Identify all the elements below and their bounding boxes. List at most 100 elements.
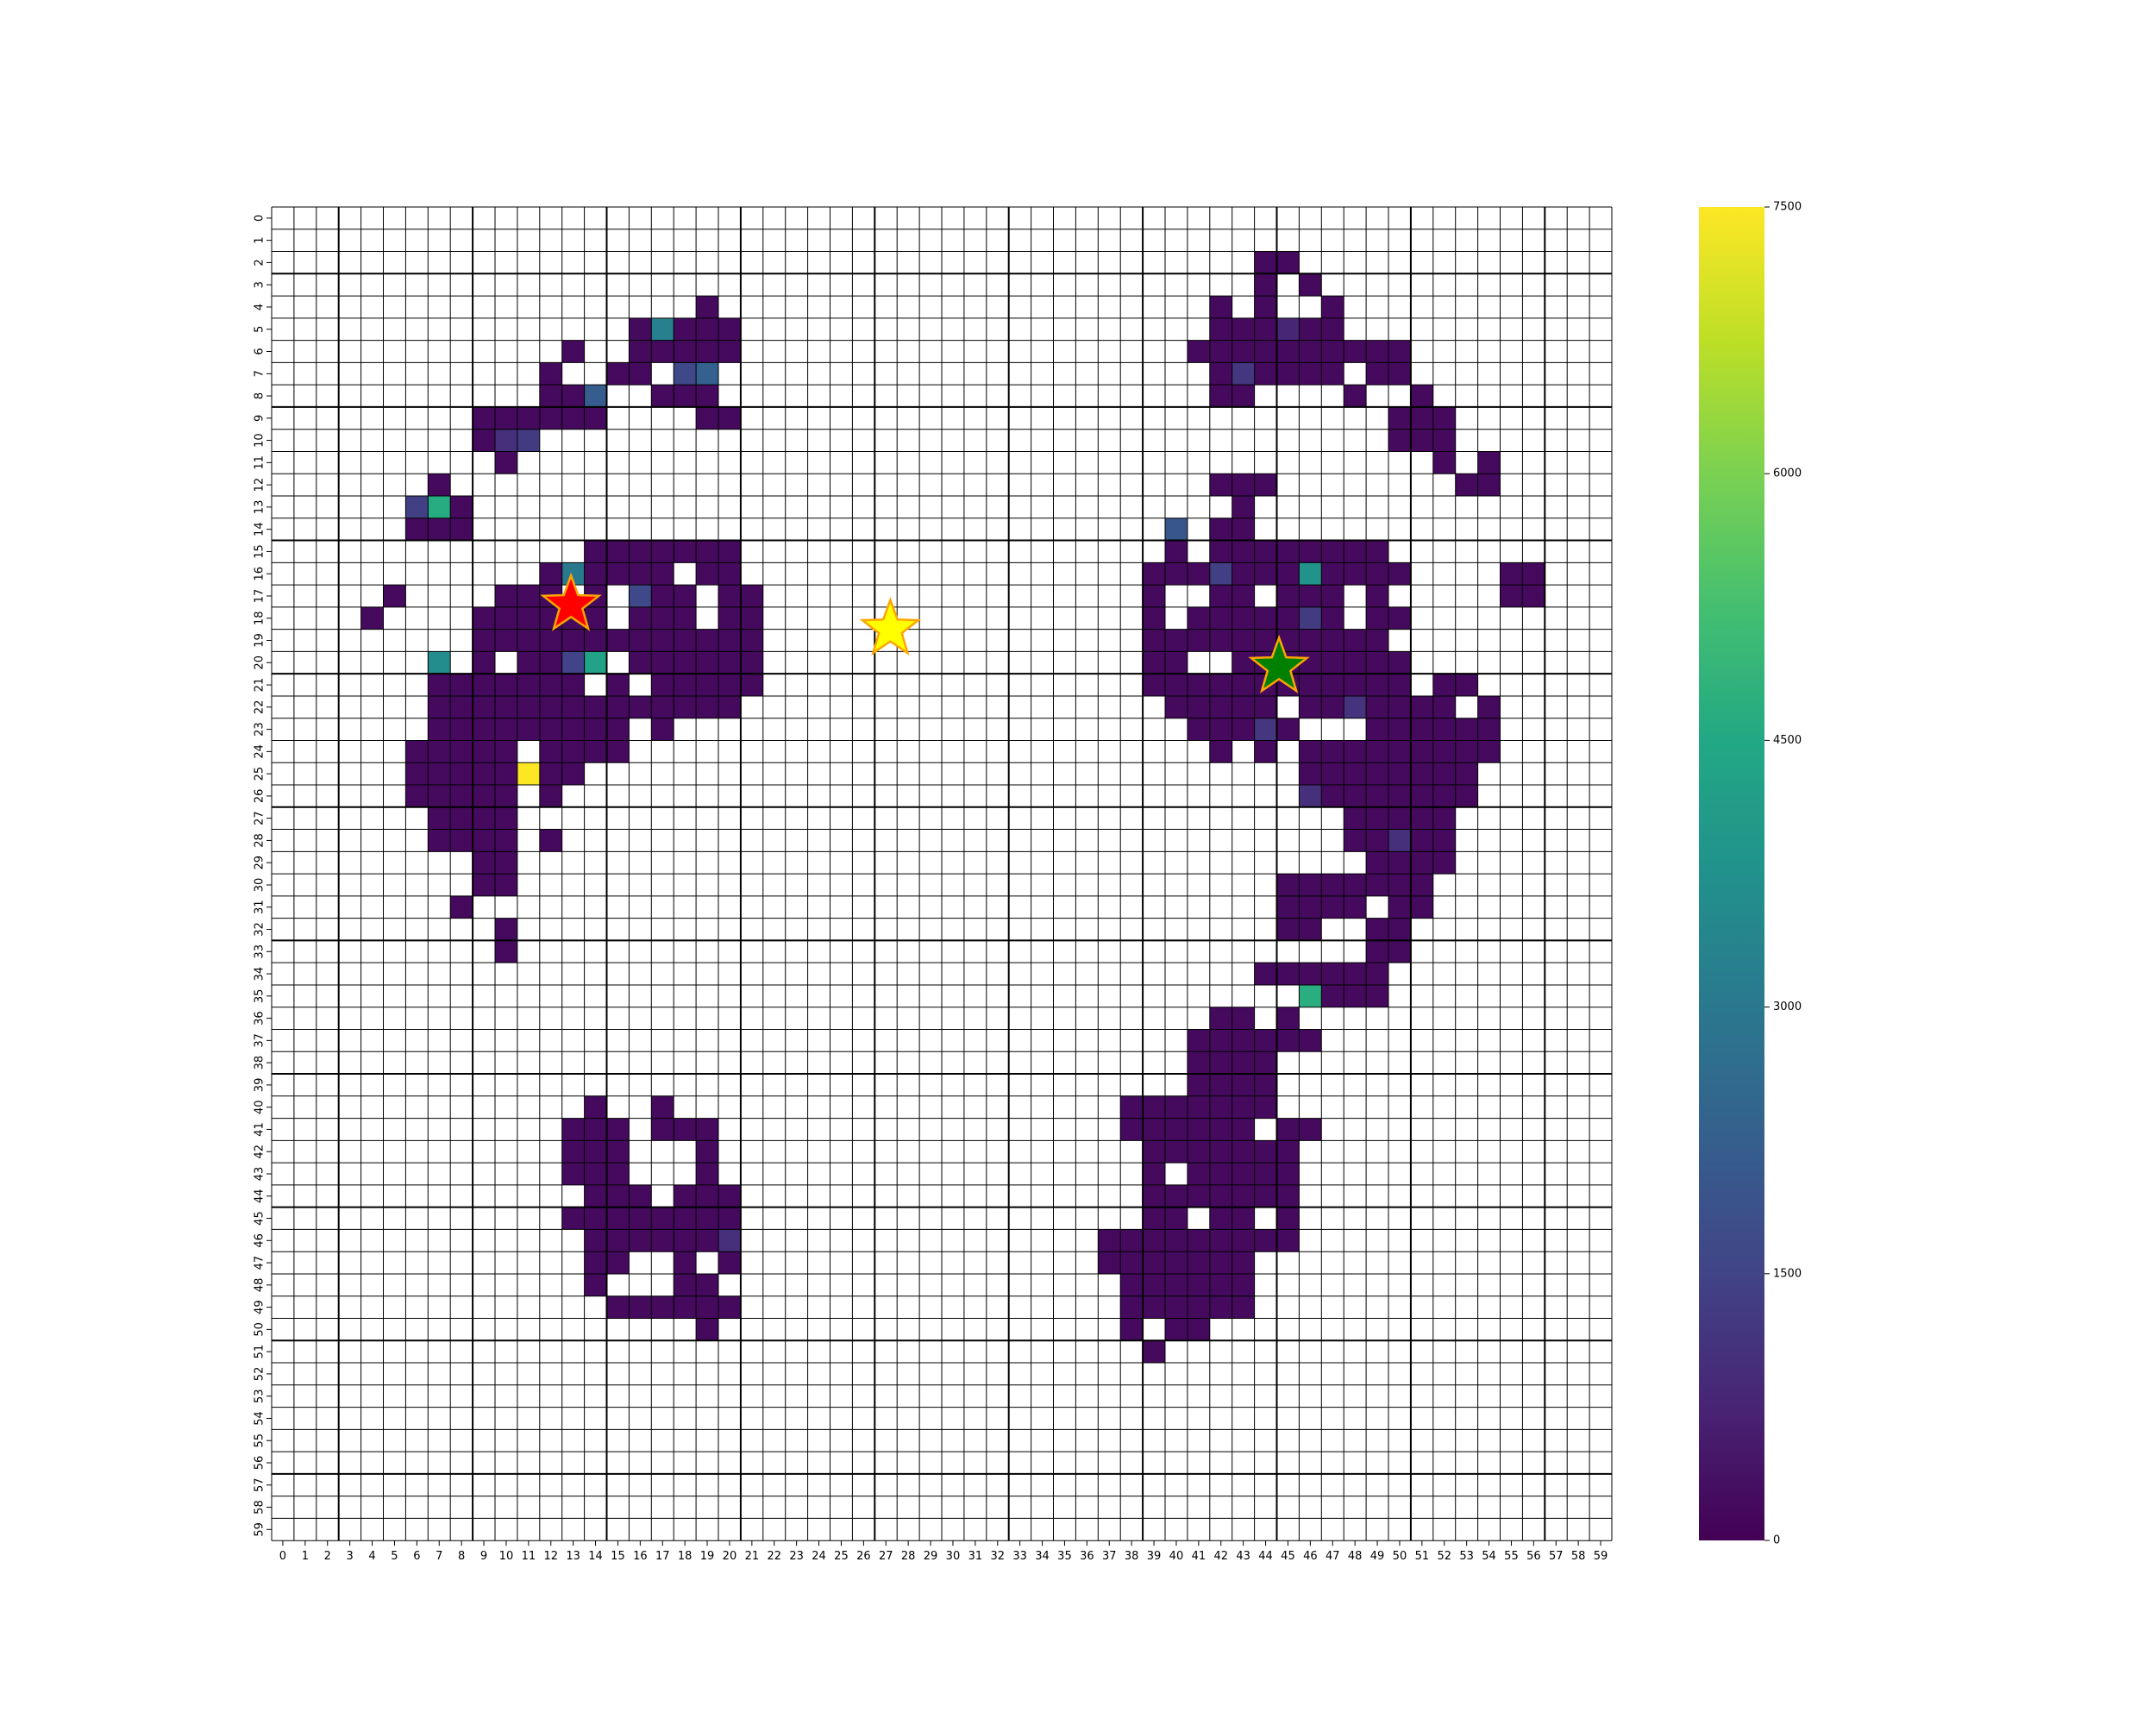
heatmap-cell (651, 1118, 674, 1141)
heatmap-cell (740, 585, 763, 607)
heatmap-cell (696, 1118, 718, 1141)
heatmap-cell (1344, 984, 1367, 1007)
heatmap-cell (1209, 1251, 1232, 1274)
y-tick-label: 25 (254, 767, 266, 781)
heatmap-cell (1254, 562, 1277, 586)
heatmap-cell (1321, 785, 1344, 807)
heatmap-cell (718, 674, 741, 696)
heatmap-cell (517, 606, 540, 630)
heatmap-cell (473, 740, 495, 763)
heatmap-cell (1432, 695, 1456, 718)
heatmap-cell (1344, 629, 1367, 652)
heatmap-cell (1143, 585, 1165, 607)
heatmap-cell (1209, 718, 1232, 741)
colorbar-tick-label: 6000 (1773, 467, 1802, 480)
heatmap-cell (606, 1295, 630, 1319)
heatmap-cell (539, 406, 562, 430)
heatmap-cell (450, 718, 473, 741)
heatmap-cell (405, 518, 429, 541)
heatmap-cell (1187, 1229, 1210, 1252)
heatmap-cell (1209, 540, 1232, 563)
heatmap-cell (1522, 585, 1545, 607)
heatmap-cell (1321, 585, 1344, 607)
heatmap-cell (1344, 740, 1367, 763)
heatmap-cell (495, 806, 517, 830)
heatmap-cell (495, 718, 517, 741)
heatmap-cell (450, 895, 473, 919)
heatmap-cell (1276, 1207, 1300, 1230)
x-tick-label: 48 (1348, 1550, 1363, 1563)
heatmap-cell (1165, 1118, 1188, 1141)
heatmap-cell (674, 317, 697, 341)
heatmap-cell (1187, 1118, 1210, 1141)
heatmap-cell (405, 785, 429, 807)
heatmap-cell (1165, 1273, 1188, 1296)
heatmap-cell (1388, 918, 1411, 941)
heatmap-cell (1344, 540, 1367, 563)
heatmap-cell (1143, 1095, 1165, 1119)
heatmap-cell (1120, 1318, 1144, 1341)
heatmap-cell (539, 740, 562, 763)
heatmap-cell (1299, 785, 1322, 807)
heatmap-cell (1276, 963, 1300, 985)
heatmap-cell (696, 651, 718, 674)
heatmap-cell (1209, 317, 1232, 341)
heatmap-cell (1455, 785, 1478, 807)
heatmap-cell (1232, 317, 1255, 341)
heatmap-cell (629, 1184, 652, 1208)
y-tick-label: 52 (254, 1367, 266, 1382)
y-tick-label: 55 (254, 1433, 266, 1448)
heatmap-cell (517, 718, 540, 741)
heatmap-cell (495, 740, 517, 763)
colorbar-tick-label: 4500 (1773, 734, 1802, 747)
heatmap-cell (539, 562, 562, 586)
y-tick-label: 43 (254, 1167, 266, 1182)
heatmap-cell (1232, 1074, 1255, 1096)
heatmap-cell (584, 540, 607, 563)
y-tick-label: 57 (254, 1478, 266, 1493)
green-star-marker (1248, 634, 1310, 693)
heatmap-cell (1143, 651, 1165, 674)
heatmap-cell (1254, 540, 1277, 563)
heatmap-cell (1344, 562, 1367, 586)
heatmap-cell (1165, 674, 1188, 696)
heatmap-cell (1120, 1095, 1144, 1119)
heatmap-cell (1232, 540, 1255, 563)
heatmap-cell (1432, 718, 1456, 741)
heatmap-cell (1187, 562, 1210, 586)
heatmap-cell (495, 695, 517, 718)
y-tick-label: 46 (254, 1233, 266, 1248)
heatmap-cell (629, 1207, 652, 1230)
heatmap-cell (1209, 385, 1232, 407)
y-tick-label: 35 (254, 989, 266, 1004)
x-tick-label: 20 (723, 1550, 737, 1563)
heatmap-cell (1276, 895, 1300, 919)
heatmap-cell (584, 1273, 607, 1296)
heatmap-cell (1432, 762, 1456, 786)
y-tick-label: 19 (254, 633, 266, 648)
heatmap-cell (629, 1229, 652, 1252)
heatmap-cells (360, 251, 1545, 1364)
heatmap-cell (584, 1207, 607, 1230)
heatmap-cell (1276, 918, 1300, 941)
heatmap-cell (1254, 1029, 1277, 1052)
heatmap-cell (1410, 406, 1433, 430)
heatmap-cell (1388, 362, 1411, 386)
heatmap-cell (1254, 1095, 1277, 1119)
colorbar-tick-label: 0 (1773, 1534, 1780, 1547)
heatmap-cell (1321, 362, 1344, 386)
heatmap-cell (1187, 674, 1210, 696)
heatmap-cell (473, 785, 495, 807)
heatmap-cell (1432, 674, 1456, 696)
heatmap-cell (1209, 1140, 1232, 1164)
heatmap-cell (718, 651, 741, 674)
heatmap-cell (1388, 718, 1411, 741)
y-tick-label: 6 (254, 348, 266, 354)
x-tick-label: 51 (1415, 1550, 1430, 1563)
x-tick-label: 10 (499, 1550, 514, 1563)
heatmap-cell (1344, 340, 1367, 363)
heatmap-cell (1209, 1229, 1232, 1252)
heatmap-cell (1276, 317, 1300, 341)
heatmap-cell (1344, 895, 1367, 919)
heatmap-cell (1388, 606, 1411, 630)
